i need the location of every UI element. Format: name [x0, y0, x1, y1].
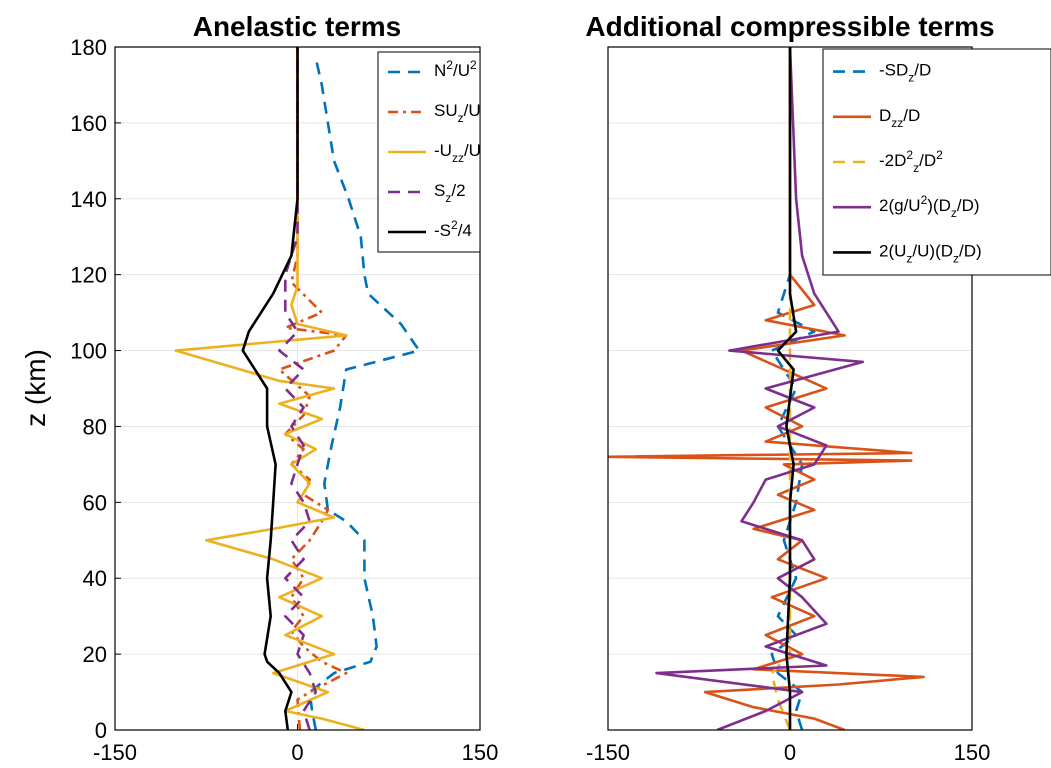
series-line-3	[278, 47, 318, 730]
legend-label: -S2/4	[434, 218, 472, 240]
legend-text-part: 2	[470, 58, 477, 72]
legend-label: 2(Uz/U)(Dz/D)	[879, 241, 982, 265]
legend-text-part: 2	[906, 148, 913, 162]
x-tick-label: 150	[954, 740, 991, 765]
legend-text-part: z	[445, 191, 451, 205]
legend-text-part: z	[913, 161, 919, 175]
x-tick-label: 150	[462, 740, 499, 765]
plot-area	[174, 47, 421, 730]
x-tick-label: -150	[93, 740, 137, 765]
legend-text-part: -2D	[879, 151, 906, 170]
x-tick-label: 0	[784, 740, 796, 765]
plot-area	[608, 47, 925, 730]
y-tick-label: 180	[70, 35, 107, 60]
series-line-0	[308, 58, 421, 730]
legend-text-part: z	[458, 111, 464, 125]
x-tick-label: 0	[291, 740, 303, 765]
legend-text-part: /U	[464, 141, 481, 160]
legend: -SDz/DDzz/D-2D2z/D22(g/U2)(Dz/D)2(Uz/U)(…	[822, 48, 1051, 276]
legend-text-part: 2	[936, 148, 943, 162]
legend-text-part: /D)	[959, 241, 982, 260]
y-tick-label: 120	[70, 263, 107, 288]
legend-text-part: )(D	[927, 196, 951, 215]
legend-text-part: 2	[446, 58, 453, 72]
legend-text-part: /D	[914, 61, 931, 80]
legend-text-part: D	[879, 106, 891, 125]
legend-text-part: zz	[452, 151, 464, 165]
legend-label: SUz/U	[434, 101, 481, 125]
y-tick-label: 20	[83, 642, 107, 667]
y-tick-label: 100	[70, 339, 107, 364]
y-tick-label: 80	[83, 414, 107, 439]
legend-text-part: z	[906, 251, 912, 265]
legend-label: -SDz/D	[879, 61, 931, 85]
legend-text-part: S	[434, 181, 445, 200]
series-line-1	[608, 47, 925, 730]
y-tick-label: 40	[83, 566, 107, 591]
legend-text-part: 2(g/U	[879, 196, 921, 215]
series-line-4	[241, 47, 299, 730]
legend-text-part: /D	[903, 106, 920, 125]
legend-label: Dzz/D	[879, 106, 920, 130]
legend-text-part: -SD	[879, 61, 908, 80]
legend-text-part: /U	[464, 101, 481, 120]
legend-label: Sz/2	[434, 181, 466, 205]
series-line-4	[776, 47, 798, 730]
panel-compressible: Additional compressible terms -150 0 150 -S…	[585, 11, 1051, 765]
y-tick-label: 140	[70, 187, 107, 212]
legend-text-part: /U	[453, 61, 470, 80]
legend-text-part: 2	[451, 218, 458, 232]
legend-label: -2D2z/D2	[879, 148, 943, 175]
legend-text-part: -S	[434, 221, 451, 240]
legend-label: N2/U2	[434, 58, 477, 80]
y-axis-label: z (km)	[20, 349, 51, 427]
y-tick-label: 160	[70, 111, 107, 136]
legend-text-part: /D)	[957, 196, 980, 215]
legend-text-part: z	[908, 71, 914, 85]
legend-text-part: /D	[919, 151, 936, 170]
x-tick-label: -150	[586, 740, 630, 765]
series-line-2	[174, 47, 365, 730]
legend-text-part: N	[434, 61, 446, 80]
legend-text-part: -U	[434, 141, 452, 160]
legend-text-part: /U)(D	[912, 241, 953, 260]
y-tick-label: 0	[95, 718, 107, 743]
y-tick-label: 60	[83, 490, 107, 515]
series-line-1	[278, 47, 348, 730]
legend-text-part: z	[953, 251, 959, 265]
legend-text-part: z	[951, 206, 957, 220]
legend-text-part: /4	[458, 221, 472, 240]
legend-label: 2(g/U2)(Dz/D)	[879, 193, 980, 220]
legend-text-part: /2	[451, 181, 465, 200]
chart-title: Anelastic terms	[193, 11, 402, 42]
chart-title: Additional compressible terms	[585, 11, 994, 42]
series-line-3	[655, 47, 865, 730]
legend-label: -Uzz/U	[434, 141, 481, 165]
legend-text-part: 2	[921, 193, 928, 207]
panel-anelastic: Anelastic terms z (km) -150 0 150020406080…	[20, 11, 498, 765]
legend-text-part: 2(U	[879, 241, 906, 260]
legend-text-part: zz	[891, 116, 903, 130]
legend-text-part: SU	[434, 101, 458, 120]
